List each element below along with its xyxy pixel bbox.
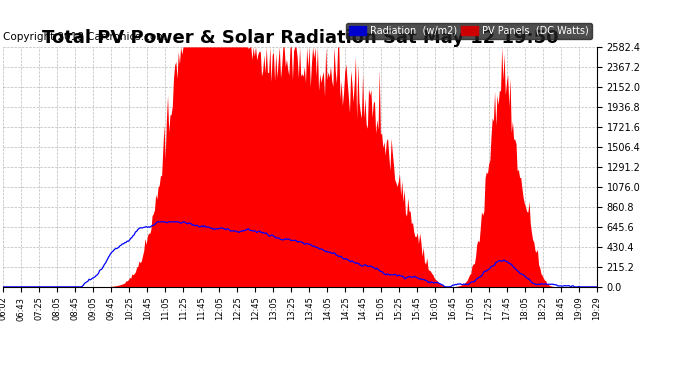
Legend: Radiation  (w/m2), PV Panels  (DC Watts): Radiation (w/m2), PV Panels (DC Watts) (346, 23, 592, 39)
Text: Copyright 2018 Cartronics.com: Copyright 2018 Cartronics.com (3, 32, 167, 42)
Title: Total PV Power & Solar Radiation Sat May 12 19:50: Total PV Power & Solar Radiation Sat May… (42, 29, 558, 47)
